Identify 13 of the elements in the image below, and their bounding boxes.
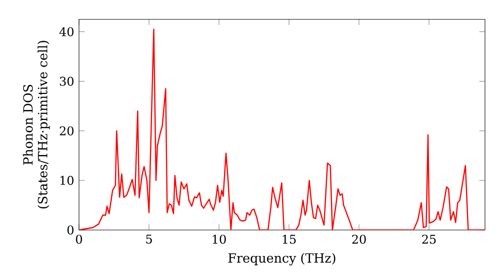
x-tick-label: 10 bbox=[212, 234, 226, 244]
x-tick-label: 20 bbox=[352, 234, 366, 244]
x-tick-label: 0 bbox=[76, 234, 82, 244]
y-tick-label: 40 bbox=[59, 27, 74, 36]
y-tick-label: 30 bbox=[60, 76, 74, 86]
x-axis-title: Frequency (THz) bbox=[228, 252, 336, 266]
x-tick-label: 15 bbox=[282, 234, 296, 244]
y-tick-label: 0 bbox=[67, 225, 74, 235]
x-tick-label: 25 bbox=[422, 234, 436, 244]
x-tick-label: 5 bbox=[146, 234, 152, 244]
y-tick-label: 20 bbox=[60, 126, 74, 136]
y-axis-title: Phonon DOS (States/THz·primitive cell) bbox=[22, 40, 50, 208]
y-tick-label: 10 bbox=[60, 176, 74, 185]
